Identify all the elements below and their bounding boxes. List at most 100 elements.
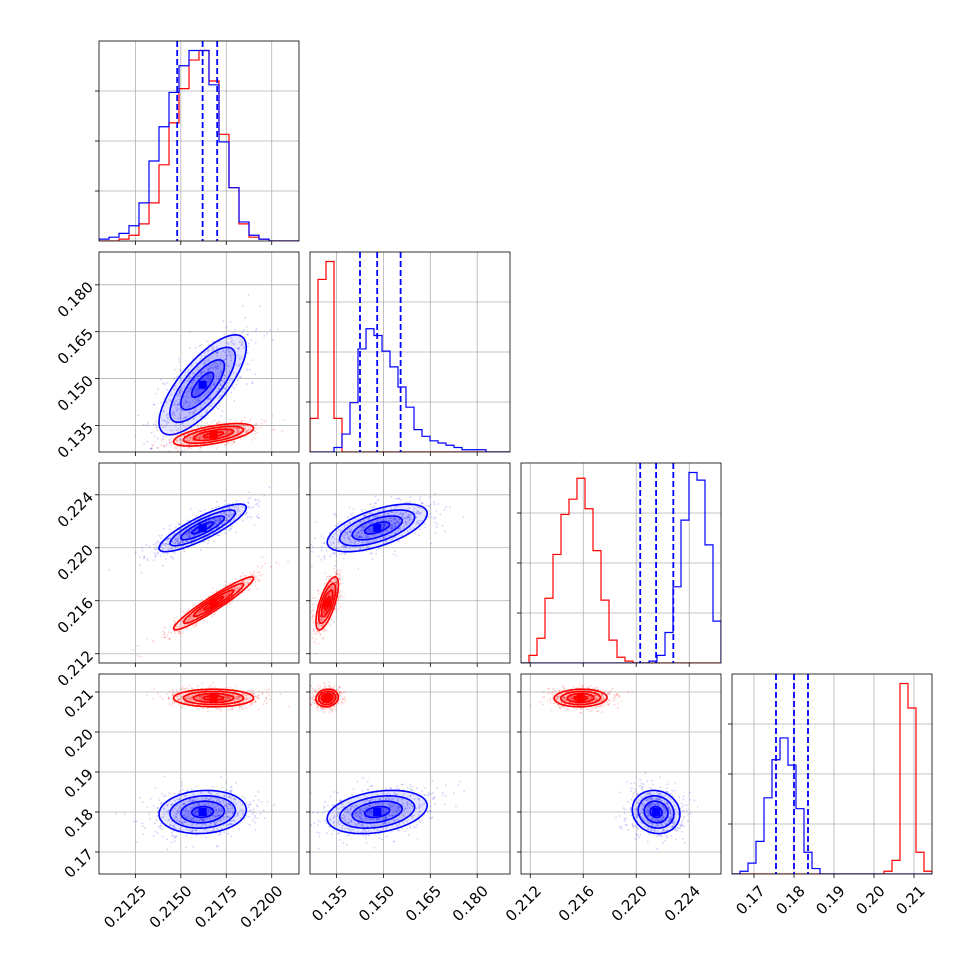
sample-point (412, 527, 415, 530)
sample-point (163, 813, 166, 816)
sample-point (226, 519, 229, 522)
sample-point (229, 430, 232, 433)
sample-point (189, 615, 192, 618)
sample-point (181, 822, 183, 825)
sample-point (230, 356, 233, 359)
sample-point (167, 537, 169, 540)
sample-point (189, 531, 191, 534)
sample-point (218, 800, 221, 803)
sample-point (204, 828, 207, 831)
sample-point (229, 795, 232, 798)
sample-point (194, 436, 197, 439)
sample-point (353, 535, 356, 538)
sample-point (189, 415, 192, 418)
sample-point (241, 581, 244, 584)
sample-point (333, 537, 336, 540)
sample-point (247, 582, 250, 585)
sample-point (164, 544, 167, 547)
sample-point (382, 526, 384, 529)
sample-point (381, 527, 383, 530)
sample-point (243, 502, 246, 505)
sample-point (414, 532, 417, 535)
sample-point (339, 595, 342, 598)
sample-point (226, 426, 229, 429)
sample-point (178, 416, 181, 419)
sample-point (261, 418, 263, 421)
sample-point (194, 409, 197, 412)
sample-point (317, 622, 320, 625)
sample-point (325, 578, 327, 581)
sample-point (170, 393, 173, 395)
sample-point (304, 543, 306, 545)
sample-point (323, 611, 325, 613)
sample-point (184, 809, 187, 812)
sample-point (337, 523, 339, 525)
sample-point (153, 435, 156, 438)
sample-point (216, 422, 219, 425)
sample-point (391, 526, 393, 529)
sample-point (252, 799, 255, 802)
sample-point (314, 537, 316, 540)
sample-point (178, 542, 181, 545)
sample-point (208, 364, 210, 367)
sample-point (166, 420, 169, 422)
sample-point (191, 817, 193, 820)
sample-point (214, 519, 217, 522)
sample-point (225, 513, 227, 516)
sample-point (227, 802, 230, 805)
sample-point (324, 629, 326, 632)
sample-point (388, 535, 391, 537)
sample-point (342, 557, 345, 560)
sample-point (176, 447, 179, 450)
sample-point (200, 611, 203, 613)
sample-point (334, 571, 337, 574)
sample-point (248, 823, 251, 826)
sample-point (232, 427, 234, 430)
sample-point (239, 817, 242, 820)
sample-point (215, 448, 218, 450)
sample-point (333, 578, 336, 581)
sample-point (170, 831, 173, 834)
sample-point (313, 596, 316, 599)
sample-point (233, 343, 236, 346)
sample-point (256, 588, 259, 590)
sample-point (333, 578, 336, 580)
sample-point (230, 354, 233, 356)
sample-point (181, 422, 184, 425)
sample-point (343, 534, 346, 537)
sample-point (156, 548, 159, 550)
sample-point (407, 514, 410, 517)
sample-point (369, 523, 371, 526)
sample-point (226, 518, 228, 521)
sample-point (344, 531, 347, 534)
sample-point (193, 379, 196, 382)
sample-point (358, 531, 360, 533)
sample-point (330, 587, 332, 590)
contour-line (190, 521, 215, 535)
sample-point (235, 782, 237, 784)
sample-point (181, 804, 184, 807)
sample-point (192, 803, 195, 806)
sample-point (214, 519, 217, 521)
sample-point (223, 511, 226, 514)
sample-point (199, 436, 202, 439)
sample-point (320, 624, 323, 627)
sample-point (410, 518, 412, 521)
sample-point (329, 575, 331, 578)
sample-point (174, 620, 177, 623)
sample-point (188, 531, 190, 534)
sample-point (162, 527, 165, 530)
sample-point (409, 514, 412, 516)
sample-point (184, 416, 187, 418)
sample-point (237, 431, 239, 434)
sample-point (218, 433, 221, 435)
sample-point (162, 630, 165, 632)
sample-point (186, 380, 189, 382)
sample-point (223, 815, 226, 818)
sample-point (148, 456, 150, 458)
sample-point (209, 824, 212, 827)
sample-point (241, 341, 244, 343)
panel-1-0 (99, 252, 299, 458)
sample-point (185, 439, 188, 442)
sample-point (233, 798, 236, 801)
